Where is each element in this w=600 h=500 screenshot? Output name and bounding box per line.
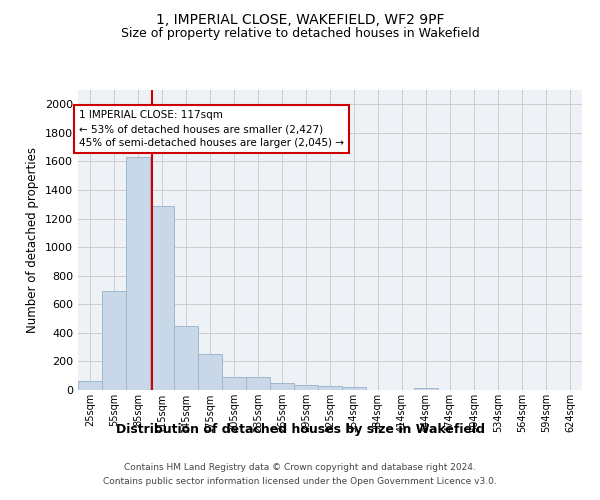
Bar xyxy=(295,385,319,390)
Bar xyxy=(222,377,246,390)
Bar xyxy=(78,380,102,390)
Text: Contains public sector information licensed under the Open Government Licence v3: Contains public sector information licen… xyxy=(103,478,497,486)
Bar xyxy=(102,292,126,390)
Text: Size of property relative to detached houses in Wakefield: Size of property relative to detached ho… xyxy=(121,28,479,40)
Text: Contains HM Land Registry data © Crown copyright and database right 2024.: Contains HM Land Registry data © Crown c… xyxy=(124,462,476,471)
Bar xyxy=(414,388,438,390)
Bar xyxy=(271,383,295,390)
Bar xyxy=(198,354,222,390)
Bar xyxy=(126,157,150,390)
Bar xyxy=(341,387,365,390)
Bar xyxy=(150,206,174,390)
Y-axis label: Number of detached properties: Number of detached properties xyxy=(26,147,40,333)
Text: 1, IMPERIAL CLOSE, WAKEFIELD, WF2 9PF: 1, IMPERIAL CLOSE, WAKEFIELD, WF2 9PF xyxy=(156,12,444,26)
Bar xyxy=(319,386,343,390)
Text: 1 IMPERIAL CLOSE: 117sqm
← 53% of detached houses are smaller (2,427)
45% of sem: 1 IMPERIAL CLOSE: 117sqm ← 53% of detach… xyxy=(79,110,344,148)
Bar xyxy=(246,377,271,390)
Text: Distribution of detached houses by size in Wakefield: Distribution of detached houses by size … xyxy=(115,422,485,436)
Bar xyxy=(174,326,198,390)
